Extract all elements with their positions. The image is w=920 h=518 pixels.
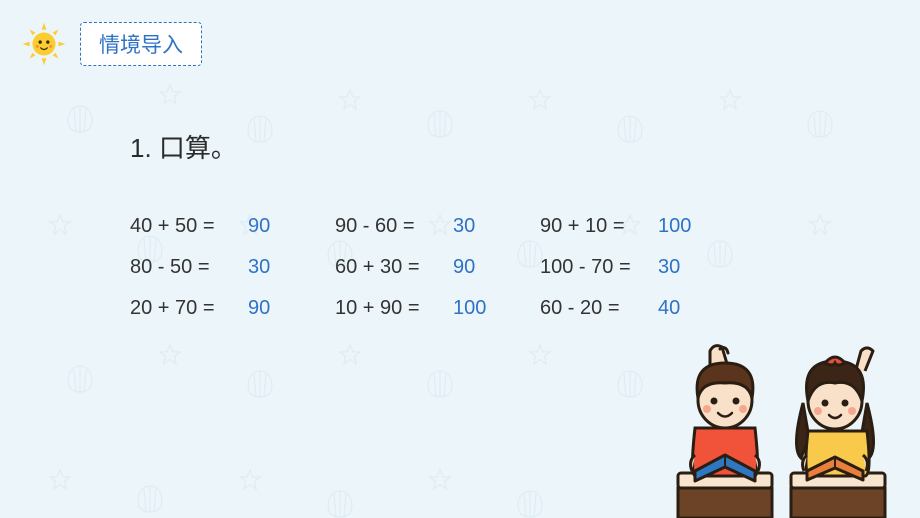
answer: 100 [658,215,700,238]
expression: 60 + 30 = [335,256,435,279]
expression: 20 + 70 = [130,297,230,320]
answer: 30 [248,256,290,279]
problem-row: 60 - 20 = 40 [540,297,700,320]
expression: 100 - 70 = [540,256,640,279]
expression: 60 - 20 = [540,297,640,320]
answer: 90 [248,297,290,320]
problem-row: 80 - 50 = 30 [130,256,290,279]
expression: 90 + 10 = [540,215,640,238]
answer: 30 [453,215,495,238]
header: 情境导入 [0,0,920,68]
problem-grid: 40 + 50 = 90 80 - 50 = 30 20 + 70 = 90 90 -… [130,215,920,320]
girl-icon [791,348,885,518]
answer: 90 [248,215,290,238]
answer: 100 [453,297,495,320]
sun-icon [20,20,68,68]
expression: 90 - 60 = [335,215,435,238]
problem-row: 90 - 60 = 30 [335,215,495,238]
problem-row: 90 + 10 = 100 [540,215,700,238]
boy-icon [678,346,772,518]
problem-row: 100 - 70 = 30 [540,256,700,279]
content: 1. 口算。 40 + 50 = 90 80 - 50 = 30 20 + 70 =… [0,68,920,320]
answer: 40 [658,297,700,320]
students-illustration [670,343,900,518]
page-title: 情境导入 [80,22,202,66]
problem-column: 40 + 50 = 90 80 - 50 = 30 20 + 70 = 90 [130,215,290,320]
answer: 90 [453,256,495,279]
expression: 10 + 90 = [335,297,435,320]
problem-column: 90 + 10 = 100 100 - 70 = 30 60 - 20 = 40 [540,215,700,320]
problem-row: 20 + 70 = 90 [130,297,290,320]
answer: 30 [658,256,700,279]
problem-row: 10 + 90 = 100 [335,297,495,320]
expression: 40 + 50 = [130,215,230,238]
problem-row: 60 + 30 = 90 [335,256,495,279]
problem-row: 40 + 50 = 90 [130,215,290,238]
problem-column: 90 - 60 = 30 60 + 30 = 90 10 + 90 = 100 [335,215,495,320]
section-title: 1. 口算。 [130,128,920,165]
expression: 80 - 50 = [130,256,230,279]
